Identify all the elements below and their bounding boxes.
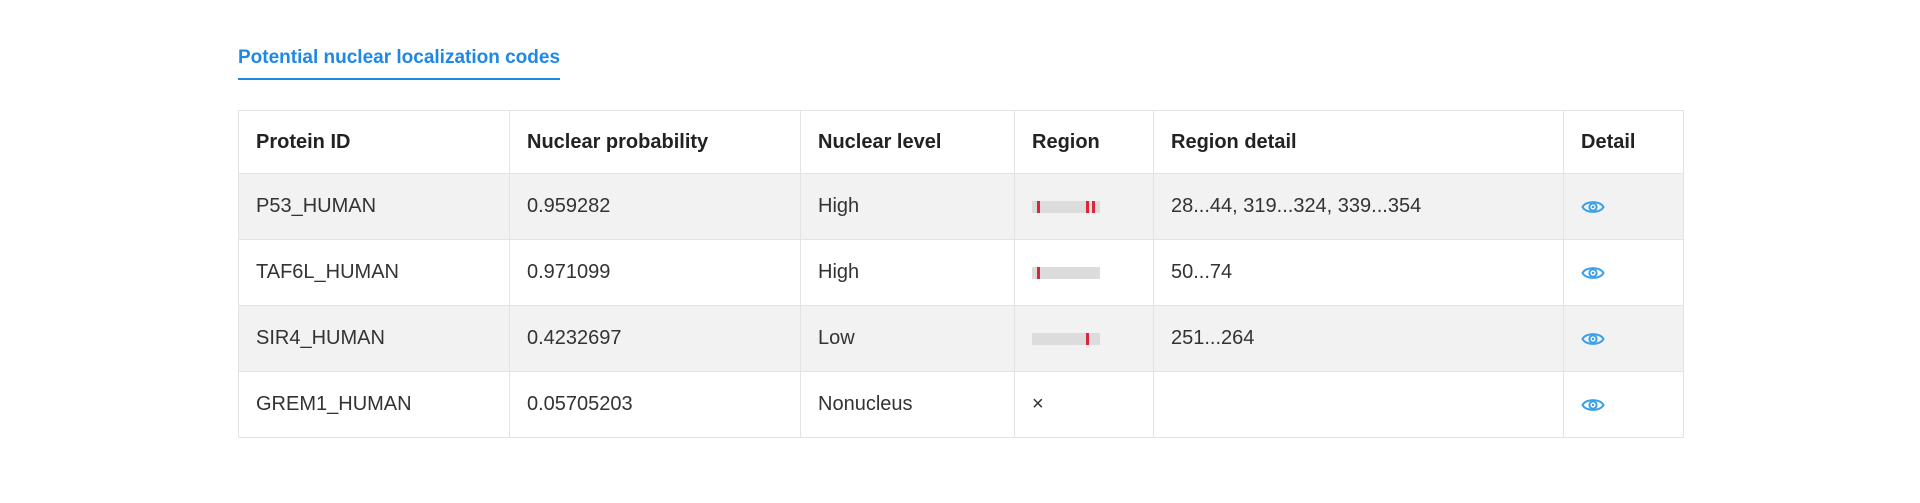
table-row: GREM1_HUMAN 0.05705203 Nonucleus × — [238, 371, 1684, 438]
region-bar — [1032, 200, 1100, 213]
header-region-detail: Region detail — [1153, 110, 1564, 174]
header-nuclear-probability: Nuclear probability — [509, 110, 801, 174]
cell-nuclear-probability: 0.05705203 — [509, 371, 801, 438]
region-mark — [1086, 332, 1090, 345]
cell-nuclear-probability: 0.959282 — [509, 173, 801, 240]
cell-region — [1014, 305, 1154, 372]
cell-region — [1014, 239, 1154, 306]
eye-icon[interactable] — [1581, 198, 1605, 216]
region-mark — [1091, 200, 1095, 213]
results-table: Protein ID Nuclear probability Nuclear l… — [238, 110, 1684, 438]
header-region: Region — [1014, 110, 1154, 174]
cell-nuclear-level: Low — [800, 305, 1015, 372]
region-bar — [1032, 332, 1100, 345]
cell-region-detail: 50...74 — [1153, 239, 1564, 306]
cell-region-detail — [1153, 371, 1564, 438]
cell-nuclear-level: Nonucleus — [800, 371, 1015, 438]
section-tab-nuclear-localization[interactable]: Potential nuclear localization codes — [238, 46, 561, 80]
cell-region: × — [1014, 371, 1154, 438]
eye-icon[interactable] — [1581, 264, 1605, 282]
cell-region — [1014, 173, 1154, 240]
cell-protein-id: SIR4_HUMAN — [238, 305, 510, 372]
cell-nuclear-probability: 0.4232697 — [509, 305, 801, 372]
cell-protein-id: TAF6L_HUMAN — [238, 239, 510, 306]
cell-detail — [1563, 239, 1684, 306]
table-row: P53_HUMAN 0.959282 High 28...44, 319...324,… — [238, 173, 1684, 240]
region-bar — [1032, 266, 1100, 279]
cell-region-detail: 251...264 — [1153, 305, 1564, 372]
cell-region-detail: 28...44, 319...324, 339...354 — [1153, 173, 1564, 240]
cell-protein-id: P53_HUMAN — [238, 173, 510, 240]
cell-nuclear-level: High — [800, 173, 1015, 240]
cell-nuclear-probability: 0.971099 — [509, 239, 801, 306]
cell-detail — [1563, 173, 1684, 240]
region-mark — [1037, 266, 1041, 279]
cell-protein-id: GREM1_HUMAN — [238, 371, 510, 438]
region-mark — [1086, 200, 1090, 213]
header-nuclear-level: Nuclear level — [800, 110, 1015, 174]
cell-nuclear-level: High — [800, 239, 1015, 306]
table-row: TAF6L_HUMAN 0.971099 High 50...74 — [238, 239, 1684, 306]
eye-icon[interactable] — [1581, 330, 1605, 348]
cell-detail — [1563, 371, 1684, 438]
table-body: P53_HUMAN 0.959282 High 28...44, 319...324,… — [238, 173, 1684, 438]
table-row: SIR4_HUMAN 0.4232697 Low 251...264 — [238, 305, 1684, 372]
no-region-icon: × — [1032, 393, 1044, 415]
header-detail: Detail — [1563, 110, 1684, 174]
eye-icon[interactable] — [1581, 396, 1605, 414]
header-protein-id: Protein ID — [238, 110, 510, 174]
table-header-row: Protein ID Nuclear probability Nuclear l… — [238, 110, 1684, 174]
region-mark — [1037, 200, 1041, 213]
cell-detail — [1563, 305, 1684, 372]
